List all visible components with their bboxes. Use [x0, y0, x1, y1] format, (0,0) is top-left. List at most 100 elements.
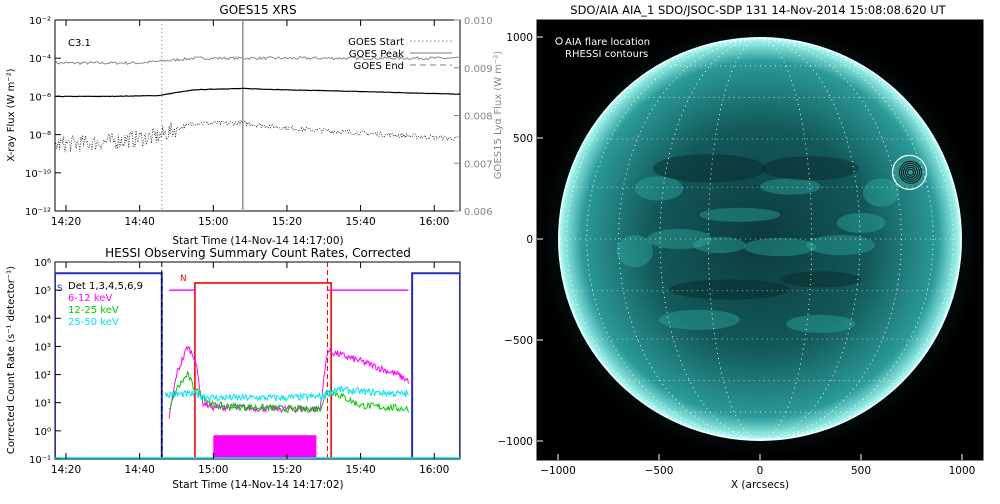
- hessi-series-25-50-keV: [165, 384, 409, 403]
- goes-legend-label: GOES Peak: [349, 49, 404, 60]
- goes-xtick-label: 14:40: [125, 216, 155, 228]
- hessi-xlabel: Start Time (14-Nov-14 14:17:02): [172, 479, 343, 491]
- hessi-ytick-label: 10¹: [34, 399, 51, 410]
- hessi-saa-flag: [411, 272, 460, 459]
- aia-axis-ticks: −1000 −500 0 500 1000 1000 500 0 −500 −1000: [497, 32, 975, 477]
- hessi-xtick-label: 15:00: [198, 464, 228, 476]
- longitude-line: [659, 38, 861, 440]
- hessi-title: HESSI Observing Summary Count Rates, Cor…: [105, 246, 411, 260]
- aia-legend-rhessi: RHESSI contours: [565, 49, 648, 60]
- rhessi-contours: [891, 154, 928, 190]
- active-region: [616, 234, 653, 268]
- goes-legend-label: GOES End: [354, 61, 404, 72]
- active-region: [699, 207, 781, 222]
- goes-xtick-label: 15:40: [345, 216, 375, 228]
- active-region: [634, 176, 684, 201]
- goes-flare-class: C3.1: [68, 38, 91, 49]
- goes-y2tick-label: 0.010: [464, 16, 493, 27]
- coronal-hole: [652, 154, 767, 183]
- hessi-xtick-label: 15:40: [345, 464, 375, 476]
- goes-y2tick-label: 0.007: [464, 159, 493, 170]
- hessi-legend-label: 12-25 keV: [68, 305, 119, 316]
- aia-xlabel: X (arcsecs): [731, 479, 789, 491]
- coronal-hole: [780, 271, 861, 288]
- hessi-night-flag: [194, 282, 332, 459]
- active-region: [786, 314, 855, 333]
- hessi-series-12-25-keV: [168, 370, 409, 414]
- solar-limb: [558, 37, 962, 441]
- hessi-night-marker: N: [180, 274, 186, 284]
- goes-axis-ticks: 14:20 14:40 15:00 15:20 15:40 16:00 10⁻² 10⁻⁴ 10…: [25, 16, 493, 228]
- active-region: [863, 178, 900, 207]
- hessi-saa-marker: S: [57, 284, 63, 294]
- aia-ytick-label: −1000: [497, 436, 533, 448]
- aia-ytick-label: 1000: [506, 32, 533, 44]
- goes-y2tick-label: 0.008: [464, 112, 493, 123]
- hessi-axis-ticks: 14:20 14:40 15:00 15:20 15:40 16:00 10⁶ 10⁵ 10⁴ 1…: [29, 258, 449, 476]
- aia-ytick-label: 500: [513, 133, 533, 145]
- longitude-line: [566, 38, 954, 440]
- goes-ytick-label: 10⁻⁴: [29, 54, 51, 65]
- aia-xtick-label: 0: [757, 465, 764, 477]
- active-region: [743, 237, 817, 257]
- goes-title: GOES15 XRS: [219, 3, 296, 17]
- active-region: [646, 228, 712, 250]
- aia-ytick-label: 0: [526, 234, 533, 246]
- goes-xtick-label: 14:20: [51, 216, 81, 228]
- hessi-ytick-label: 10⁻¹: [29, 455, 51, 466]
- goes-ylabel-left: X-ray Flux (W m⁻²): [6, 68, 17, 161]
- aia-xtick-label: −1000: [540, 465, 576, 477]
- goes-xlabel: Start Time (14-Nov-14 14:17:00): [172, 235, 343, 247]
- rhessi-contour: [899, 160, 922, 184]
- goes-xtick-label: 15:00: [198, 216, 228, 228]
- hessi-legend-label: 25-50 keV: [68, 317, 119, 328]
- goes-ytick-label: 10⁻¹²: [25, 207, 51, 218]
- longitude-line: [586, 38, 934, 440]
- hessi-legend-label: Det 1,3,4,5,6,9: [68, 281, 143, 292]
- flare-location-marker: [555, 37, 563, 45]
- hessi-ytick-label: 10⁵: [34, 286, 51, 297]
- aia-xtick-label: 500: [851, 465, 871, 477]
- goes-y2tick-label: 0.009: [464, 64, 493, 75]
- coronal-hole: [762, 156, 859, 181]
- active-region: [659, 309, 740, 330]
- hessi-attenuator-block: [213, 435, 317, 459]
- hessi-legend-label: 6-12 keV: [68, 293, 112, 304]
- hessi-ytick-label: 10⁴: [34, 314, 51, 325]
- goes-ylabel-right: GOES15 Lyα Flux (W m⁻²): [493, 51, 504, 179]
- active-region: [806, 234, 876, 256]
- hessi-xtick-label: 14:40: [125, 464, 155, 476]
- goes-series: [55, 20, 460, 211]
- goes-ytick-label: 10⁻⁸: [29, 131, 51, 142]
- hessi-xtick-label: 16:00: [419, 464, 449, 476]
- hessi-ytick-label: 10³: [34, 342, 51, 353]
- goes-short-series: [55, 120, 460, 153]
- aia-legend-flare: AIA flare location: [565, 37, 650, 48]
- rhessi-contour: [905, 166, 916, 178]
- goes-legend-label: GOES Start: [348, 37, 404, 48]
- goes-xtick-label: 15:20: [272, 216, 302, 228]
- heliographic-grid: [560, 38, 960, 440]
- rhessi-contour: [907, 168, 914, 176]
- goes-xtick-label: 16:00: [419, 216, 449, 228]
- aia-xtick-label: 1000: [949, 465, 976, 477]
- active-region: [836, 212, 886, 233]
- goes-ytick-label: 10⁻²: [29, 16, 51, 27]
- aia-panel: SDO/AIA AIA_1 SDO/JSOC-SDP 131 14-Nov-20…: [497, 3, 984, 491]
- aia-ytick-label: −500: [504, 335, 533, 347]
- hessi-ytick-label: 10⁰: [34, 427, 51, 438]
- hessi-ytick-label: 10²: [34, 371, 51, 382]
- solar-active-regions: [616, 154, 920, 333]
- aia-xtick-label: −500: [645, 465, 674, 477]
- goes-long-series: [55, 87, 460, 98]
- coronal-hole: [669, 279, 791, 300]
- rhessi-contour: [901, 162, 920, 182]
- goes-lya-series: [55, 55, 460, 66]
- aia-legend: AIA flare location RHESSI contours: [555, 37, 650, 60]
- hessi-xtick-label: 14:20: [51, 464, 81, 476]
- goes-ytick-label: 10⁻¹⁰: [25, 169, 51, 180]
